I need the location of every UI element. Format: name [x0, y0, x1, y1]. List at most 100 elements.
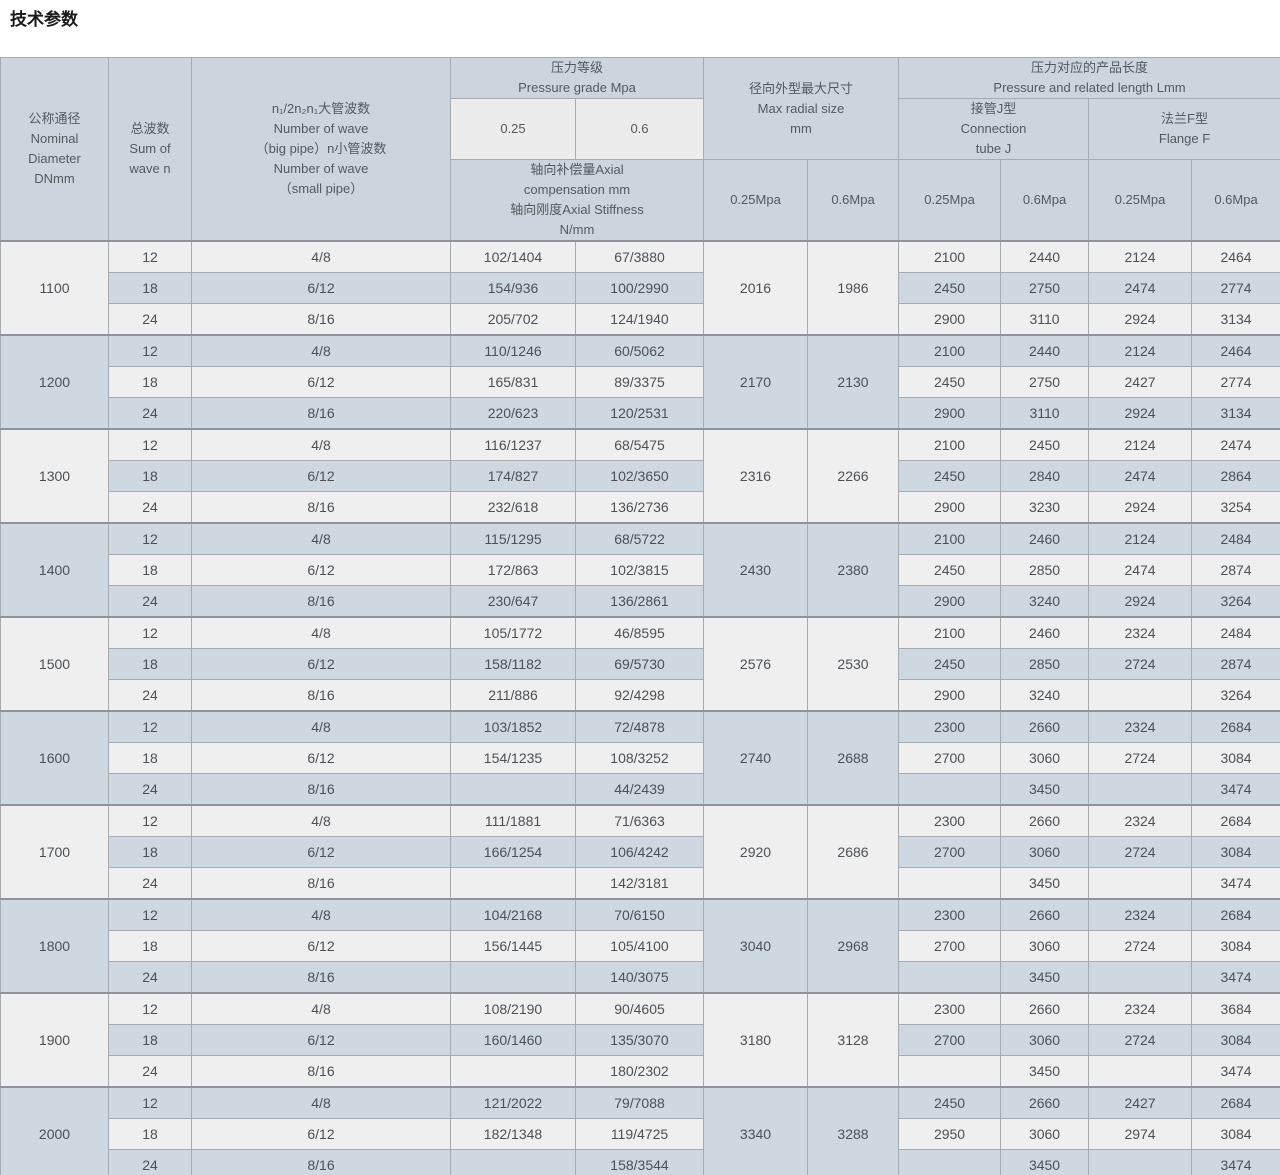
f-06-cell: 3474	[1191, 1149, 1280, 1175]
f-06-cell: 2464	[1191, 240, 1280, 273]
axial-025-cell: 174/827	[450, 460, 576, 492]
pipe-waves-cell: 6/12	[191, 742, 451, 774]
table-row: 18 6/12 154/936 100/2990 2450 2750 2474 2774	[1, 272, 1280, 304]
f-06-cell: 2684	[1191, 898, 1280, 931]
f-025-cell: 2924	[1088, 585, 1193, 618]
pipe-waves-cell: 6/12	[191, 272, 451, 304]
axial-025-cell: 116/1237	[450, 428, 576, 461]
header-sum-of-waves: 总波数 Sum of wave n	[108, 57, 192, 242]
f-06-cell: 2774	[1191, 272, 1280, 304]
f-06-cell: 3264	[1191, 679, 1280, 712]
j-06-cell: 2440	[1000, 334, 1090, 367]
waves-cell: 24	[108, 303, 192, 336]
f-06-cell: 2864	[1191, 460, 1280, 492]
radial-025-cell: 3040	[703, 898, 808, 994]
f-025-cell: 2474	[1088, 554, 1193, 586]
f-025-cell: 2924	[1088, 491, 1193, 524]
radial-06-cell: 2968	[806, 898, 900, 994]
axial-06-cell: 72/4878	[575, 710, 704, 743]
axial-06-cell: 136/2861	[575, 585, 704, 618]
waves-cell: 18	[108, 742, 192, 774]
f-025-cell: 2724	[1088, 836, 1193, 868]
header-radial-025mpa: 0.25Mpa	[703, 159, 808, 242]
j-06-cell: 3240	[1000, 585, 1090, 618]
header-radial-06mpa: 0.6Mpa	[806, 159, 900, 242]
j-025-cell: 2450	[898, 460, 1002, 492]
axial-06-cell: 135/3070	[575, 1024, 704, 1056]
j-025-cell: 2100	[898, 522, 1002, 555]
axial-025-cell: 105/1772	[450, 616, 576, 649]
j-06-cell: 3240	[1000, 679, 1090, 712]
j-025-cell: 2450	[898, 648, 1002, 680]
dn-cell: 1800	[0, 898, 109, 994]
pipe-waves-cell: 4/8	[191, 522, 451, 555]
axial-025-cell: 104/2168	[450, 898, 576, 931]
axial-025-cell: 108/2190	[450, 992, 576, 1025]
axial-025-cell: 211/886	[450, 679, 576, 712]
axial-025-cell: 103/1852	[450, 710, 576, 743]
j-06-cell: 3110	[1000, 303, 1090, 336]
radial-025-cell: 2316	[703, 428, 808, 524]
waves-cell: 12	[108, 898, 192, 931]
pipe-waves-cell: 4/8	[191, 428, 451, 461]
f-025-cell: 2724	[1088, 1024, 1193, 1056]
table-row: 1300 12 4/8 116/1237 68/5475 2316 2266 2100 2450…	[0, 428, 1280, 524]
waves-cell: 12	[108, 334, 192, 367]
table-row: 18 6/12 154/1235 108/3252 2700 3060 2724 3084	[1, 742, 1280, 774]
f-06-cell: 3084	[1191, 1024, 1280, 1056]
j-025-cell: 2700	[898, 1024, 1002, 1056]
waves-cell: 12	[108, 804, 192, 837]
axial-06-cell: 69/5730	[575, 648, 704, 680]
waves-cell: 12	[108, 240, 192, 273]
j-025-cell: 2300	[898, 898, 1002, 931]
axial-025-cell: 232/618	[450, 491, 576, 524]
j-06-cell: 2660	[1000, 710, 1090, 743]
j-025-cell: 2100	[898, 240, 1002, 273]
j-025-cell: 2900	[898, 679, 1002, 712]
header-j-06mpa: 0.6Mpa	[1000, 159, 1090, 242]
waves-cell: 18	[108, 272, 192, 304]
axial-06-cell: 90/4605	[575, 992, 704, 1025]
table-row: 18 6/12 174/827 102/3650 2450 2840 2474 2864	[1, 460, 1280, 492]
radial-025-cell: 3340	[703, 1086, 808, 1175]
pipe-waves-cell: 8/16	[191, 585, 451, 618]
radial-025-cell: 2920	[703, 804, 808, 900]
f-025-cell: 2324	[1088, 992, 1193, 1025]
axial-06-cell: 71/6363	[575, 804, 704, 837]
f-025-cell	[1088, 1055, 1193, 1088]
dn-cell: 1200	[0, 334, 109, 430]
j-025-cell: 2450	[898, 366, 1002, 398]
pipe-waves-cell: 6/12	[191, 930, 451, 962]
j-025-cell: 2100	[898, 428, 1002, 461]
header-pressure-grade: 压力等级 Pressure grade Mpa	[450, 57, 704, 99]
f-025-cell: 2124	[1088, 522, 1193, 555]
f-06-cell: 3254	[1191, 491, 1280, 524]
f-025-cell: 2324	[1088, 804, 1193, 837]
pipe-waves-cell: 4/8	[191, 898, 451, 931]
waves-cell: 18	[108, 366, 192, 398]
j-06-cell: 2840	[1000, 460, 1090, 492]
j-025-cell: 2450	[898, 554, 1002, 586]
f-06-cell: 2474	[1191, 428, 1280, 461]
j-025-cell: 2900	[898, 491, 1002, 524]
pipe-waves-cell: 8/16	[191, 1055, 451, 1088]
axial-06-cell: 119/4725	[575, 1118, 704, 1150]
table-row: 1600 12 4/8 103/1852 72/4878 2740 2688 2300 2660…	[0, 710, 1280, 806]
table-row: 1800 12 4/8 104/2168 70/6150 3040 2968 2300 2660…	[0, 898, 1280, 994]
dn-cell: 2000	[0, 1086, 109, 1175]
axial-025-cell: 182/1348	[450, 1118, 576, 1150]
pipe-waves-cell: 8/16	[191, 679, 451, 712]
j-06-cell: 3060	[1000, 930, 1090, 962]
axial-025-cell: 115/1295	[450, 522, 576, 555]
dn-cell: 1300	[0, 428, 109, 524]
dn-cell: 1700	[0, 804, 109, 900]
header-pressure-025: 0.25	[450, 98, 576, 160]
pipe-waves-cell: 8/16	[191, 303, 451, 336]
pipe-waves-cell: 6/12	[191, 1024, 451, 1056]
f-025-cell: 2474	[1088, 460, 1193, 492]
pipe-waves-cell: 4/8	[191, 334, 451, 367]
header-f-06mpa: 0.6Mpa	[1191, 159, 1280, 242]
f-06-cell: 3084	[1191, 1118, 1280, 1150]
waves-cell: 24	[108, 961, 192, 994]
radial-06-cell: 2266	[806, 428, 900, 524]
